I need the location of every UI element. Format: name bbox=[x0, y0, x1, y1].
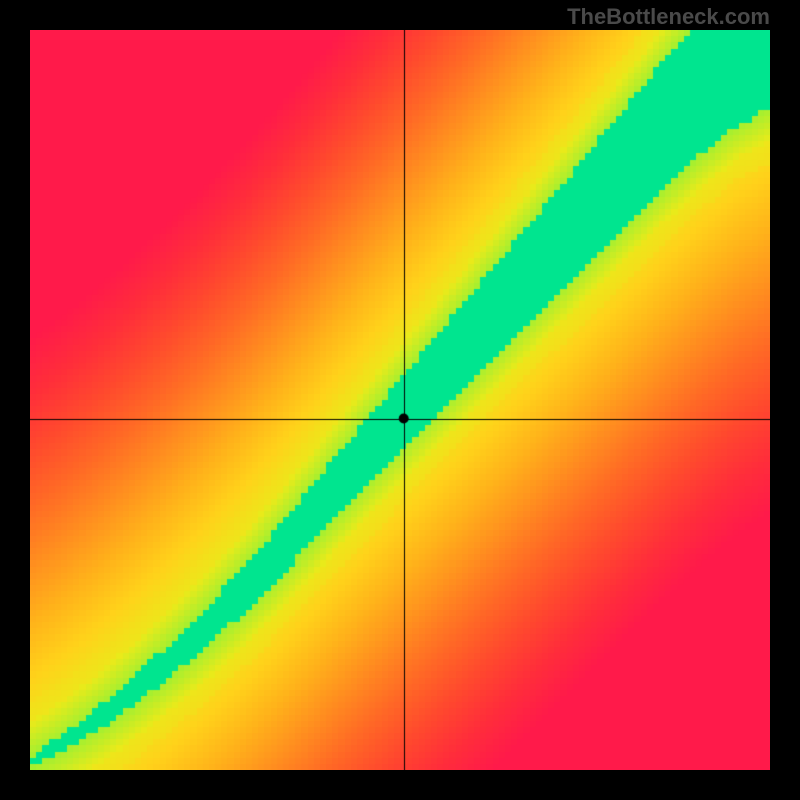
chart-container: TheBottleneck.com bbox=[0, 0, 800, 800]
watermark-text: TheBottleneck.com bbox=[567, 4, 770, 30]
heatmap-canvas bbox=[30, 30, 770, 770]
